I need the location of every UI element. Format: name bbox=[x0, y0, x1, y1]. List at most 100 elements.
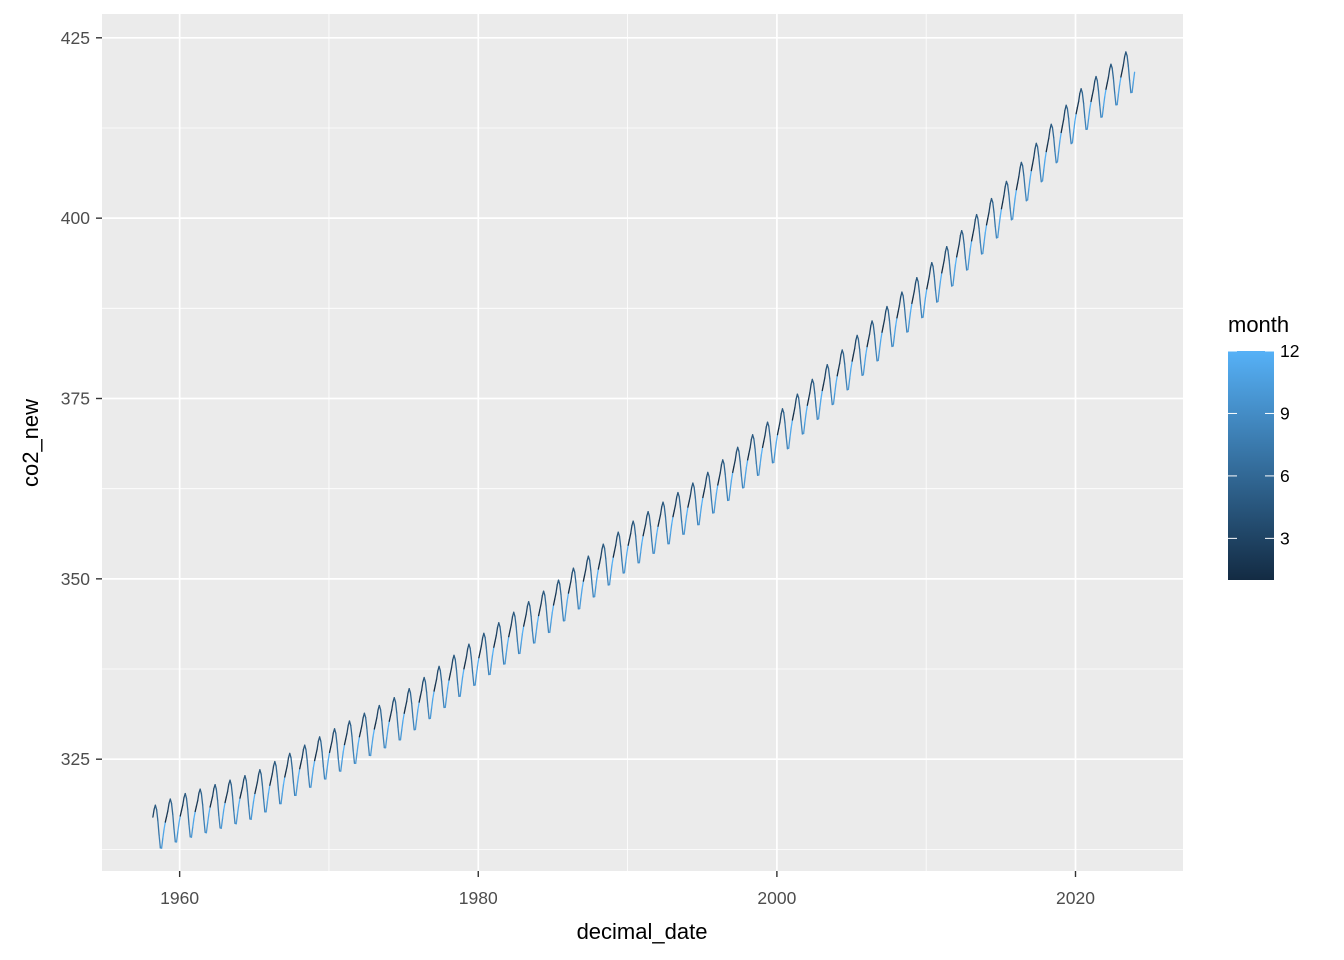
series-segment bbox=[371, 735, 374, 747]
series-segment bbox=[764, 426, 767, 436]
series-segment bbox=[271, 765, 275, 775]
series-segment bbox=[1126, 55, 1130, 68]
series-segment bbox=[238, 797, 241, 806]
series-segment bbox=[911, 296, 914, 305]
series-segment bbox=[1101, 105, 1105, 118]
series-segment bbox=[857, 338, 861, 351]
series-segment bbox=[585, 560, 588, 570]
series-segment bbox=[455, 669, 459, 685]
series-segment bbox=[209, 800, 213, 808]
series-segment bbox=[180, 804, 184, 812]
series-segment bbox=[669, 523, 673, 535]
series-segment bbox=[800, 421, 804, 435]
series-segment bbox=[1068, 118, 1071, 133]
series-segment bbox=[1077, 92, 1081, 103]
series-segment bbox=[740, 475, 744, 489]
series-segment bbox=[260, 773, 264, 786]
series-segment bbox=[605, 558, 608, 574]
series-segment bbox=[524, 613, 527, 621]
series-segment bbox=[1099, 104, 1102, 118]
series-segment bbox=[880, 331, 883, 341]
series-segment bbox=[964, 257, 968, 271]
series-segment bbox=[770, 450, 774, 464]
series-segment bbox=[1127, 65, 1131, 82]
series-segment bbox=[1026, 188, 1030, 201]
series-segment bbox=[1015, 182, 1019, 191]
series-segment bbox=[807, 392, 811, 400]
series-segment bbox=[804, 412, 807, 424]
series-segment bbox=[396, 712, 399, 729]
series-segment bbox=[774, 441, 777, 453]
series-segment bbox=[177, 822, 180, 833]
series-segment bbox=[549, 621, 552, 633]
series-segment bbox=[709, 486, 713, 502]
series-segment bbox=[1081, 92, 1085, 104]
series-segment bbox=[320, 740, 323, 753]
series-segment bbox=[826, 364, 830, 370]
series-segment bbox=[793, 406, 796, 415]
series-segment bbox=[817, 407, 821, 420]
series-segment bbox=[386, 727, 389, 739]
series-segment bbox=[1087, 108, 1091, 120]
series-segment bbox=[439, 669, 443, 682]
series-segment bbox=[546, 619, 550, 634]
series-segment bbox=[391, 701, 394, 711]
series-segment bbox=[654, 532, 658, 544]
series-segment bbox=[305, 748, 308, 762]
series-segment bbox=[328, 746, 332, 754]
series-segment bbox=[190, 826, 194, 838]
series-segment bbox=[399, 729, 403, 741]
series-segment bbox=[164, 815, 168, 823]
series-segment bbox=[555, 584, 558, 594]
series-segment bbox=[1028, 178, 1031, 190]
series-segment bbox=[1117, 83, 1121, 95]
series-segment bbox=[997, 225, 1000, 239]
series-segment bbox=[610, 563, 613, 575]
series-segment bbox=[901, 291, 904, 297]
series-segment bbox=[909, 302, 913, 312]
series-segment bbox=[321, 751, 325, 768]
series-segment bbox=[733, 459, 736, 467]
series-segment bbox=[799, 407, 802, 423]
series-segment bbox=[588, 559, 592, 572]
series-segment bbox=[459, 685, 463, 697]
series-segment bbox=[737, 446, 740, 452]
series-segment bbox=[1110, 63, 1113, 69]
series-segment bbox=[739, 461, 743, 477]
series-segment bbox=[462, 668, 465, 677]
series-segment bbox=[844, 363, 847, 379]
panel-background bbox=[102, 14, 1183, 871]
series-segment bbox=[480, 637, 484, 647]
series-segment bbox=[689, 486, 693, 497]
series-segment bbox=[530, 615, 534, 632]
series-segment bbox=[788, 436, 791, 449]
series-segment bbox=[259, 769, 262, 775]
series-segment bbox=[714, 491, 718, 503]
series-segment bbox=[289, 752, 292, 759]
series-segment bbox=[1008, 194, 1011, 210]
series-segment bbox=[486, 661, 490, 676]
series-segment bbox=[315, 748, 318, 756]
series-segment bbox=[1096, 79, 1100, 92]
series-segment bbox=[593, 585, 597, 598]
series-segment bbox=[342, 743, 346, 753]
series-segment bbox=[973, 218, 976, 229]
series-segment bbox=[954, 256, 958, 266]
series-segment bbox=[435, 670, 439, 680]
y-axis-ticks: 325 350 375 400 425 bbox=[61, 28, 102, 769]
series-segment bbox=[897, 304, 901, 313]
series-segment bbox=[537, 609, 541, 617]
series-segment bbox=[214, 783, 218, 790]
series-segment bbox=[1016, 175, 1020, 184]
series-segment bbox=[515, 626, 519, 643]
series-segment bbox=[698, 513, 702, 526]
series-segment bbox=[501, 651, 505, 665]
series-segment bbox=[636, 549, 639, 564]
series-segment bbox=[280, 792, 283, 805]
series-segment bbox=[388, 714, 392, 722]
series-segment bbox=[888, 320, 892, 336]
series-segment bbox=[285, 764, 288, 772]
series-segment bbox=[962, 233, 965, 246]
series-segment bbox=[937, 290, 940, 303]
series-segment bbox=[1048, 128, 1051, 139]
